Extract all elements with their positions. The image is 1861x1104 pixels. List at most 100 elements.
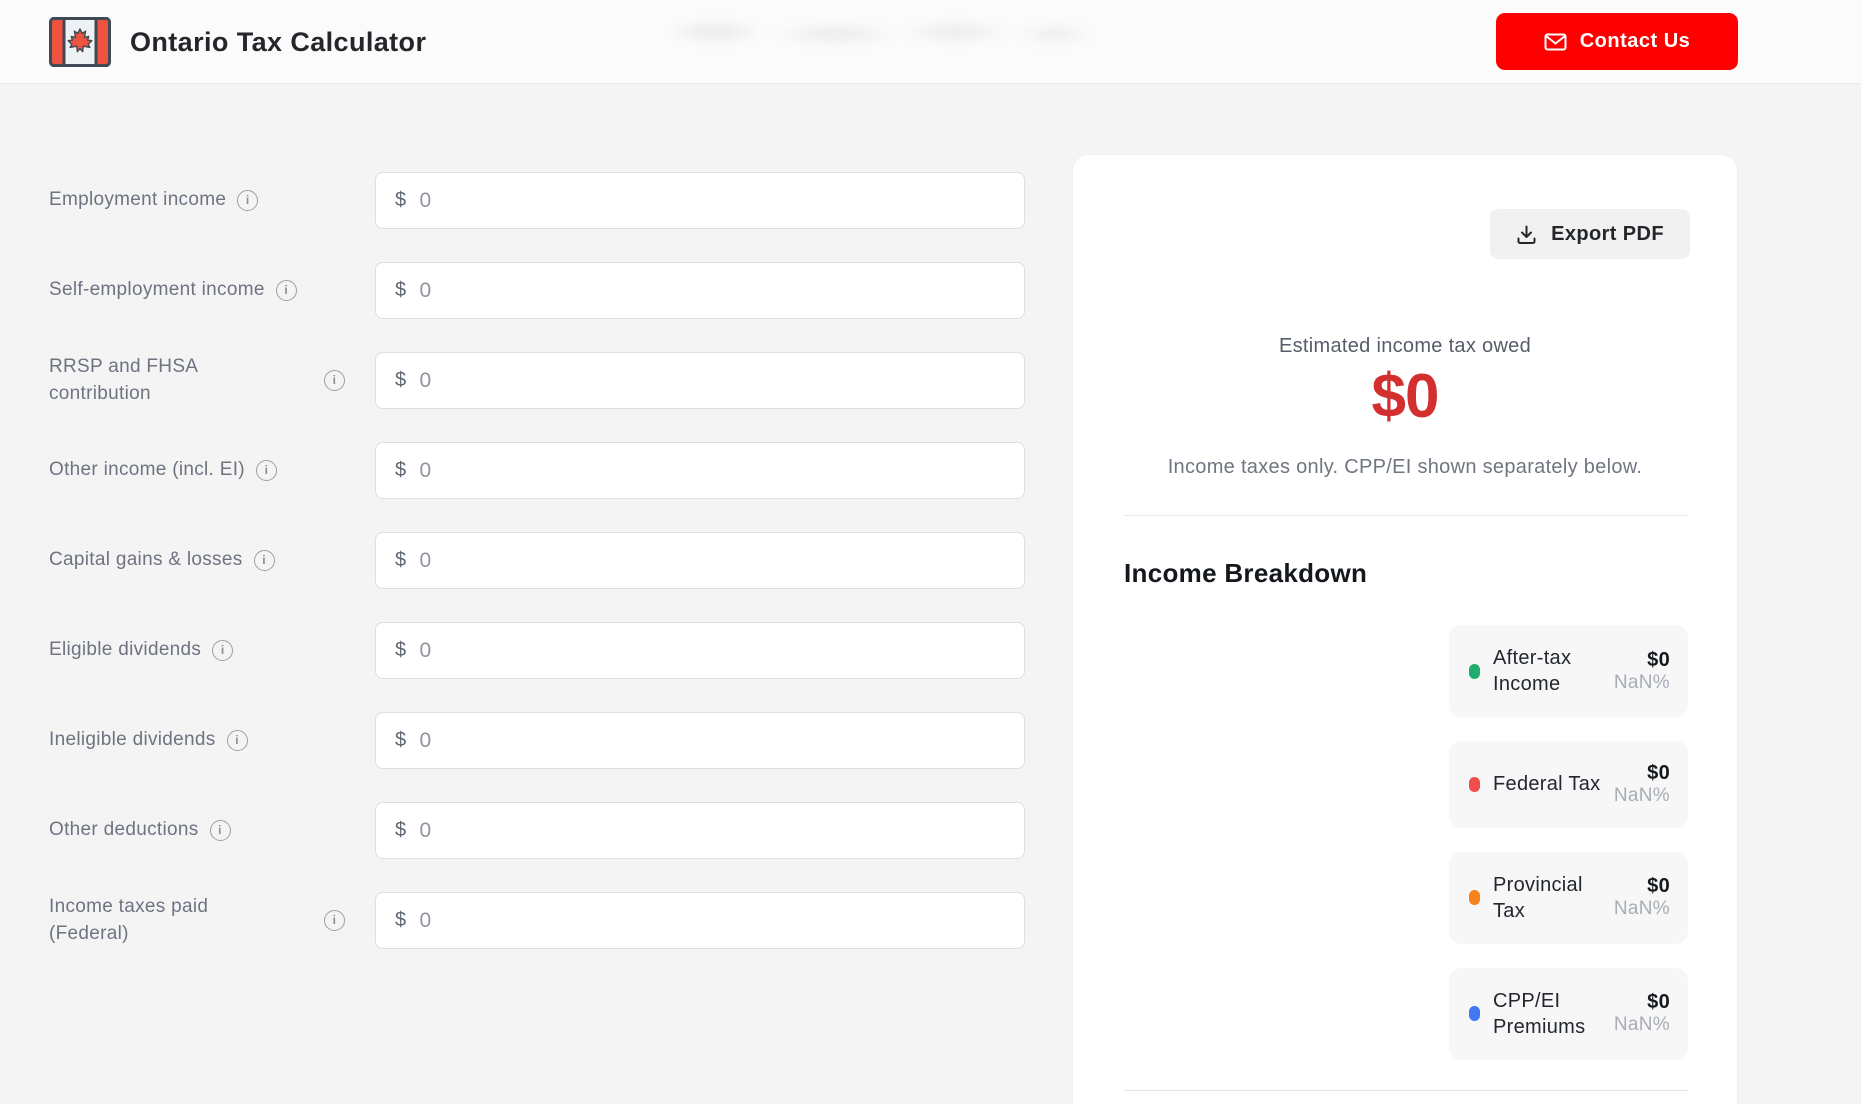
field-label: Ineligible dividends i: [49, 727, 375, 754]
legend-percent: NaN%: [1613, 785, 1670, 806]
form-field-row: Employment income i $: [49, 172, 1025, 229]
currency-prefix: $: [395, 189, 407, 211]
legend-amount: $0: [1647, 648, 1670, 671]
legend-color-dot: [1469, 663, 1480, 679]
amount-input[interactable]: [419, 623, 1005, 678]
currency-prefix: $: [395, 459, 407, 481]
amount-input[interactable]: [419, 533, 1005, 588]
info-icon[interactable]: i: [253, 550, 275, 571]
amount-input-box: $: [375, 622, 1025, 679]
amount-input-box: $: [375, 712, 1025, 769]
form-field-row: Eligible dividends i $: [49, 622, 1025, 679]
canada-flag-icon: [49, 17, 111, 67]
currency-prefix: $: [395, 639, 407, 661]
legend-amount: $0: [1647, 762, 1670, 784]
amount-input[interactable]: [419, 443, 1005, 498]
amount-input-box: $: [375, 172, 1025, 229]
bottom-section-divider: [1124, 1089, 1688, 1091]
legend-name: Federal Tax: [1493, 773, 1601, 796]
legend-color-dot: [1469, 776, 1480, 792]
amount-input[interactable]: [419, 803, 1005, 858]
legend-item: CPP/EI Premiums $0 NaN%: [1449, 967, 1688, 1060]
field-label: Income taxes paid (Federal) i: [49, 894, 375, 947]
income-breakdown-legend: After-tax Income $0 NaN% Federal Tax $0 …: [1449, 625, 1688, 1060]
estimate-label: Estimated income tax owed: [1278, 335, 1532, 357]
legend-name: Provincial Tax: [1493, 873, 1583, 922]
amount-input[interactable]: [419, 713, 1005, 768]
form-field-row: Capital gains & losses i $: [49, 532, 1025, 589]
field-label: Employment income i: [49, 187, 375, 214]
section-divider: [1124, 515, 1688, 516]
amount-input-box: $: [375, 892, 1025, 949]
field-label: RRSP and FHSA contribution i: [49, 354, 375, 407]
amount-input[interactable]: [419, 173, 1005, 228]
legend-percent: NaN%: [1613, 671, 1670, 693]
mail-icon: [1544, 33, 1567, 51]
info-icon[interactable]: i: [324, 910, 345, 931]
field-label-text: Employment income: [49, 189, 227, 211]
field-label-text: Self-employment income: [49, 279, 265, 301]
form-field-row: Income taxes paid (Federal) i $: [49, 892, 1025, 949]
tax-input-form: Employment income i $ Self-employment in…: [49, 172, 1025, 982]
form-field-row: Ineligible dividends i $: [49, 712, 1025, 769]
legend-item: After-tax Income $0 NaN%: [1449, 625, 1688, 717]
legend-color-dot: [1469, 890, 1480, 906]
blurred-banner-text: [655, 8, 1135, 52]
currency-prefix: $: [395, 819, 407, 841]
info-icon[interactable]: i: [209, 820, 231, 841]
amount-input-box: $: [375, 442, 1025, 499]
legend-percent: NaN%: [1613, 898, 1670, 920]
amount-input[interactable]: [419, 893, 1005, 948]
currency-prefix: $: [395, 279, 407, 301]
app-header: Ontario Tax Calculator Contact Us: [0, 0, 1861, 84]
field-label: Other income (incl. EI) i: [49, 457, 375, 484]
amount-input[interactable]: [419, 263, 1005, 318]
info-icon[interactable]: i: [275, 280, 297, 301]
form-field-row: RRSP and FHSA contribution i $: [49, 352, 1025, 409]
field-label-text: Eligible dividends: [49, 639, 202, 661]
form-field-row: Other income (incl. EI) i $: [49, 442, 1025, 499]
form-field-row: Self-employment income i $: [49, 262, 1025, 319]
field-label: Capital gains & losses i: [49, 547, 375, 574]
field-label-text: Capital gains & losses: [49, 549, 243, 571]
brand: Ontario Tax Calculator: [49, 17, 426, 67]
currency-prefix: $: [395, 369, 407, 391]
field-label: Self-employment income i: [49, 277, 375, 304]
results-panel: Export PDF Estimated income tax owed $0 …: [1073, 155, 1737, 1104]
amount-input-box: $: [375, 532, 1025, 589]
legend-name: CPP/EI Premiums: [1493, 989, 1586, 1038]
legend-amount: $0: [1647, 991, 1670, 1014]
legend-item: Provincial Tax $0 NaN%: [1449, 851, 1688, 944]
field-label-text: Ineligible dividends: [49, 729, 216, 751]
legend-values: $0 NaN%: [1614, 990, 1670, 1037]
info-icon[interactable]: i: [212, 640, 234, 661]
estimate-value: $0: [1371, 362, 1440, 431]
amount-input-box: $: [375, 802, 1025, 859]
info-icon[interactable]: i: [237, 190, 259, 211]
field-label-text: RRSP and FHSA contribution: [49, 355, 198, 404]
form-field-row: Other deductions i $: [49, 802, 1025, 859]
income-breakdown-title: Income Breakdown: [1124, 558, 1368, 588]
page-title: Ontario Tax Calculator: [130, 26, 427, 57]
export-pdf-button[interactable]: Export PDF: [1490, 209, 1690, 259]
legend-values: $0 NaN%: [1614, 874, 1670, 921]
download-icon: [1516, 224, 1537, 245]
amount-input[interactable]: [419, 353, 1005, 408]
legend-amount: $0: [1647, 875, 1670, 898]
info-icon[interactable]: i: [226, 730, 248, 751]
currency-prefix: $: [395, 549, 407, 571]
legend-item: Federal Tax $0 NaN%: [1449, 741, 1688, 828]
legend-values: $0 NaN%: [1614, 648, 1670, 695]
field-label: Other deductions i: [49, 817, 375, 844]
contact-us-button[interactable]: Contact Us: [1496, 13, 1738, 70]
contact-us-label: Contact Us: [1579, 30, 1691, 52]
export-pdf-label: Export PDF: [1551, 222, 1664, 245]
info-icon[interactable]: i: [324, 370, 345, 391]
legend-percent: NaN%: [1613, 1014, 1670, 1036]
field-label: Eligible dividends i: [49, 637, 375, 664]
amount-input-box: $: [375, 262, 1025, 319]
estimate-note: Income taxes only. CPP/EI shown separate…: [1167, 456, 1643, 478]
field-label-text: Other deductions: [49, 819, 199, 841]
currency-prefix: $: [395, 909, 407, 931]
info-icon[interactable]: i: [255, 460, 277, 481]
